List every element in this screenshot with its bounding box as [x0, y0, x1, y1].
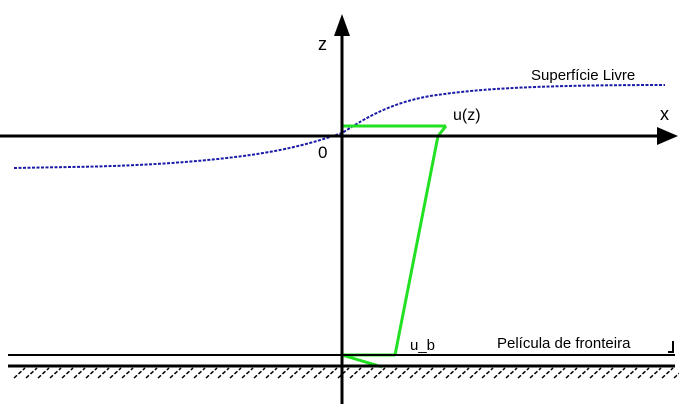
bed-hatch-stroke	[565, 367, 578, 379]
bed-hatch-stroke	[349, 367, 362, 379]
bed-hatch-stroke	[109, 367, 122, 379]
free-surface-label: Superfície Livre	[531, 67, 635, 84]
bed-hatch-stroke	[85, 367, 98, 379]
bed-hatch-stroke	[445, 367, 458, 379]
bottom-velocity-label: u_b	[410, 337, 435, 354]
bed-hatch-stroke	[97, 367, 110, 379]
z-axis-arrowhead	[334, 14, 350, 36]
bed-hatch-stroke	[397, 367, 410, 379]
bed-hatch-stroke	[673, 372, 679, 379]
bed-hatch-stroke	[145, 367, 158, 379]
bed-hatch-stroke	[253, 367, 266, 379]
bed-hatch-stroke	[73, 367, 86, 379]
bed-hatch-stroke	[313, 367, 326, 379]
bed-hatch-stroke	[49, 367, 62, 379]
origin-label: 0	[318, 143, 327, 162]
bed-hatch-stroke	[217, 367, 230, 379]
bed-hatch-stroke	[589, 367, 602, 379]
x-axis-label: x	[660, 104, 669, 124]
bed-hatch-stroke	[241, 367, 254, 379]
bed-hatch-stroke	[361, 367, 374, 379]
bed-hatch-stroke	[433, 367, 446, 379]
bed-hatch-stroke	[25, 367, 38, 379]
bed-hatch-stroke	[385, 367, 398, 379]
bed-hatch-stroke	[277, 367, 290, 379]
bed-hatch-stroke	[469, 367, 482, 379]
bed-hatch-stroke	[505, 367, 518, 379]
velocity-profile	[340, 124, 448, 369]
bed-hatch-stroke	[577, 367, 590, 379]
bed-hatch-stroke	[421, 367, 434, 379]
bed-hatch-stroke	[229, 367, 242, 379]
bed-hatch-stroke	[169, 367, 182, 379]
bed-hatch-stroke	[37, 367, 50, 379]
bed-hatch-stroke	[373, 367, 386, 379]
bed-hatch-stroke	[265, 367, 278, 379]
bed-hatch-stroke	[649, 367, 662, 379]
bed-hatch-stroke	[553, 367, 566, 379]
bed-hatch-stroke	[301, 367, 314, 379]
bed-hatch-stroke	[493, 367, 506, 379]
bed-hatch-stroke	[205, 367, 218, 379]
bed-hatch-stroke	[133, 367, 146, 379]
bed-hatch-stroke	[289, 367, 302, 379]
bed-hatch-stroke	[181, 367, 194, 379]
bed-hatch-stroke	[541, 367, 554, 379]
bed-hatch-stroke	[661, 367, 674, 379]
bed-hatch-stroke	[637, 367, 650, 379]
free-surface-curve	[13, 84, 666, 169]
boundary-layer-label: Película de fronteira	[497, 335, 631, 352]
bed-hatch-stroke	[13, 367, 26, 379]
z-axis-label: z	[318, 34, 327, 54]
velocity-label: u(z)	[453, 107, 481, 124]
bed-hatch-stroke	[481, 367, 494, 379]
bed-hatch-stroke	[193, 367, 206, 379]
bed-hatch-stroke	[601, 367, 614, 379]
bed-hatch-stroke	[457, 367, 470, 379]
bed-hatch-stroke	[337, 367, 350, 379]
bed-hatch-stroke	[625, 367, 638, 379]
bed-hatch-stroke	[409, 367, 422, 379]
bed-hatch-stroke	[61, 367, 74, 379]
x-axis-arrowhead	[657, 127, 678, 145]
bed-hatch-stroke	[325, 367, 338, 379]
bed-hatching	[13, 367, 679, 379]
bed-hatch-stroke	[517, 367, 530, 379]
bed-hatch-stroke	[613, 367, 626, 379]
bed-hatch-stroke	[529, 367, 542, 379]
bed-hatch-stroke	[157, 367, 170, 379]
bed-hatch-stroke	[121, 367, 134, 379]
